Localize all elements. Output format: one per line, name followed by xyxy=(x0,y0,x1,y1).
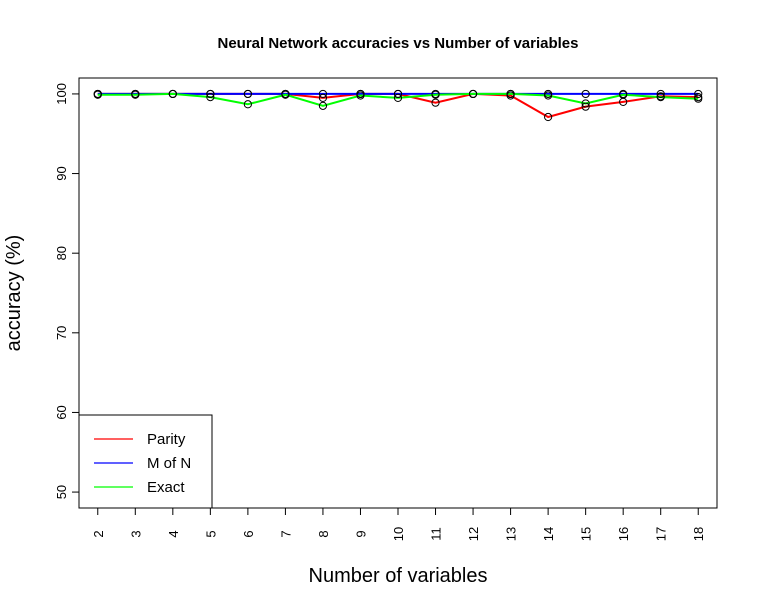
x-tick-label: 17 xyxy=(654,527,669,541)
data-point xyxy=(619,90,628,99)
y-axis-label: accuracy (%) xyxy=(3,235,25,352)
data-point xyxy=(93,90,102,99)
data-point xyxy=(431,90,440,99)
data-point xyxy=(281,90,290,99)
legend-box xyxy=(78,414,213,509)
chart-title: Neural Network accuracies vs Number of v… xyxy=(218,35,579,52)
data-point xyxy=(581,102,590,111)
data-point xyxy=(431,98,440,107)
x-tick-label: 2 xyxy=(91,530,106,537)
data-point xyxy=(656,89,665,99)
data-point xyxy=(318,93,328,103)
x-tick-label: 12 xyxy=(466,527,481,541)
x-tick-label: 10 xyxy=(391,527,406,541)
data-point xyxy=(356,91,365,100)
data-point xyxy=(656,93,665,102)
y-tick-label: 70 xyxy=(54,326,69,340)
data-point xyxy=(243,89,252,99)
data-point xyxy=(168,89,177,99)
y-tick-label: 60 xyxy=(54,405,69,419)
x-tick-label: 16 xyxy=(616,527,631,541)
data-point xyxy=(544,112,553,122)
data-point xyxy=(206,93,215,102)
data-point xyxy=(318,101,328,110)
data-point xyxy=(468,89,478,99)
data-point xyxy=(581,99,590,108)
x-tick-label: 9 xyxy=(353,530,368,537)
x-tick-label: 4 xyxy=(166,530,181,537)
legend-label: M of N xyxy=(147,455,191,472)
y-axis: 50 60 70 80 90 100 xyxy=(54,83,79,499)
y-tick-label: 90 xyxy=(54,166,69,180)
x-tick-label: 3 xyxy=(128,530,143,537)
x-tick-label: 14 xyxy=(541,527,556,541)
data-point xyxy=(131,90,140,99)
x-tick-label: 15 xyxy=(579,527,594,541)
data-point xyxy=(393,89,403,99)
series-points xyxy=(93,89,703,122)
data-point xyxy=(694,94,703,103)
data-point xyxy=(318,89,328,99)
data-point xyxy=(206,89,215,99)
data-point xyxy=(393,93,403,103)
y-tick-label: 50 xyxy=(54,485,69,499)
x-tick-label: 18 xyxy=(691,527,706,541)
data-point xyxy=(694,89,703,99)
legend-label: Parity xyxy=(147,431,186,448)
x-tick-label: 11 xyxy=(429,527,444,541)
data-point xyxy=(506,89,515,99)
data-point xyxy=(544,91,553,100)
data-point xyxy=(243,100,252,109)
x-axis-label: Number of variables xyxy=(309,565,488,587)
legend-label: Exact xyxy=(147,479,185,496)
x-tick-label: 6 xyxy=(241,530,256,537)
legend: Parity M of N Exact xyxy=(78,414,213,509)
y-tick-label: 80 xyxy=(54,246,69,260)
data-point xyxy=(581,89,590,99)
x-tick-label: 5 xyxy=(203,530,218,537)
x-axis: 2 3 4 5 6 7 8 9 10 11 12 13 14 15 16 17 18 xyxy=(91,508,706,541)
y-tick-label: 100 xyxy=(54,83,69,105)
x-tick-label: 8 xyxy=(316,530,331,537)
x-tick-label: 13 xyxy=(504,527,519,541)
x-tick-label: 7 xyxy=(278,530,293,537)
